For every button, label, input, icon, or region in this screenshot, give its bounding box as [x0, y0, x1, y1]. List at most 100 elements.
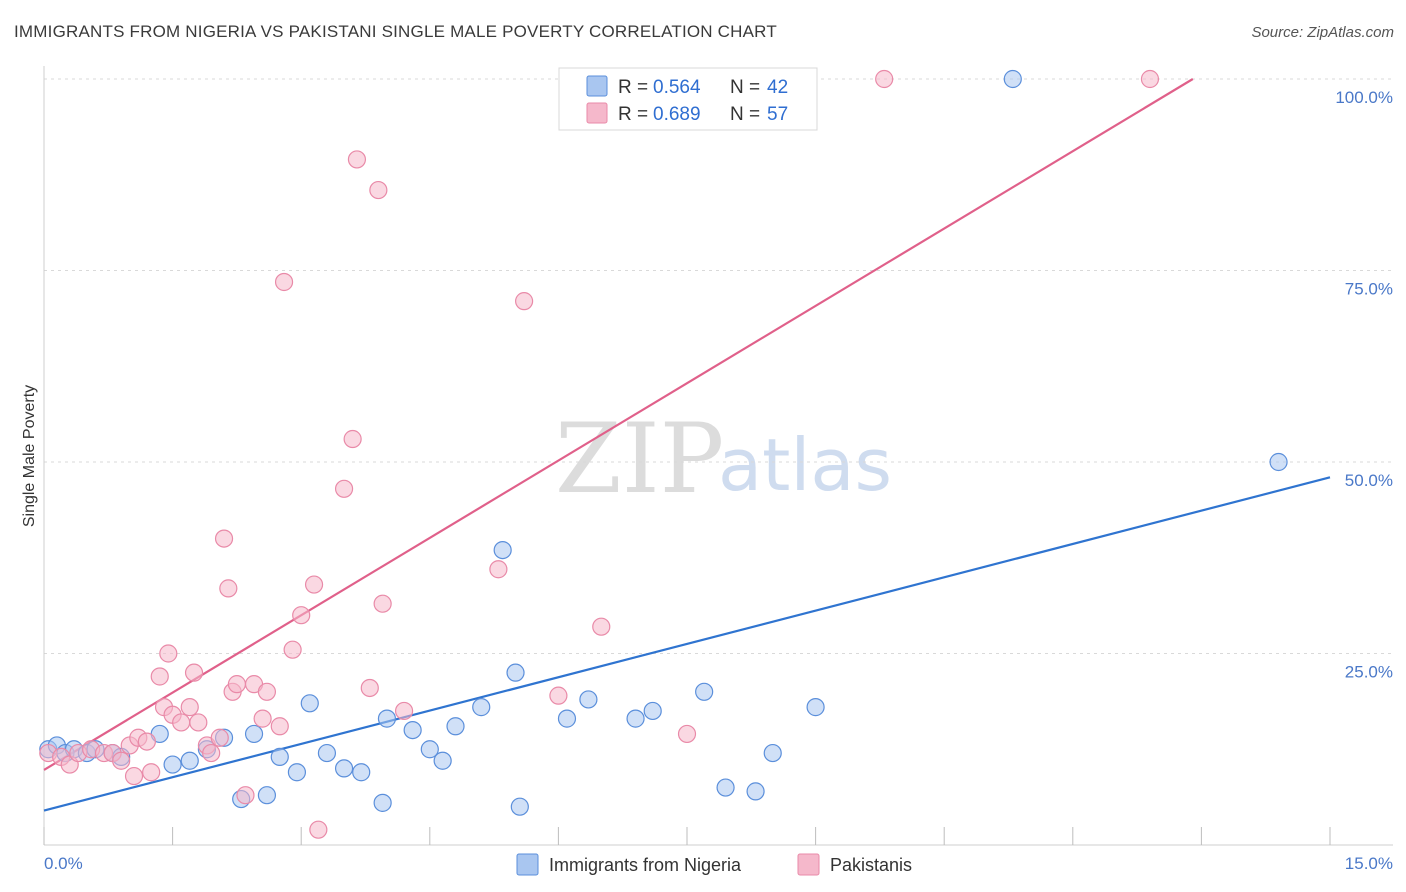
data-point-pink-12	[142, 763, 161, 782]
data-point-pink-17	[172, 713, 191, 732]
x-tick-label-max: 15.0%	[1345, 854, 1393, 873]
data-point-blue-19	[317, 743, 337, 763]
data-point-pink-24	[214, 529, 234, 548]
data-point-pink-13	[150, 667, 169, 686]
legend-box: R = 0.564 N = 42 R = 0.689 N = 57	[558, 67, 818, 131]
data-point-pink-34	[283, 640, 302, 659]
data-point-pink-18	[180, 698, 199, 717]
legend-n-label-pakistanis: N =	[730, 104, 760, 125]
data-point-blue-35	[643, 701, 662, 721]
bottom-legend-swatch-pakistanis	[797, 853, 820, 876]
data-point-pink-41	[360, 678, 379, 698]
data-point-blue-33	[579, 690, 598, 709]
bottom-legend: Immigrants from Nigeria Pakistanis	[516, 853, 912, 876]
data-point-pink-28	[236, 786, 255, 805]
data-point-pink-40	[347, 150, 367, 169]
y-tick-label: 25.0%	[1345, 663, 1393, 682]
bottom-legend-label-pakistanis: Pakistanis	[830, 855, 912, 875]
data-point-pink-32	[270, 717, 289, 736]
data-point-blue-37	[716, 778, 735, 797]
data-point-blue-17	[287, 763, 307, 782]
data-point-blue-10	[180, 751, 199, 770]
y-tick-label: 100.0%	[1335, 88, 1393, 107]
source-credit: Source: ZipAtlas.com	[1251, 24, 1394, 41]
data-point-pink-45	[489, 560, 508, 579]
data-point-blue-32	[557, 709, 577, 728]
data-point-blue-26	[433, 751, 452, 770]
legend-r-value-pakistanis: 0.689	[653, 104, 701, 125]
trend-line-pink	[43, 78, 1194, 771]
legend-n-value-pakistanis: 57	[767, 104, 788, 125]
data-point-blue-42	[1269, 452, 1288, 472]
data-point-blue-20	[334, 759, 354, 778]
gridlines	[44, 78, 1393, 654]
legend-r-label-nigeria: R =	[618, 77, 648, 98]
data-point-blue-21	[352, 763, 371, 782]
data-point-pink-48	[592, 617, 611, 636]
data-point-pink-23	[210, 728, 229, 747]
data-point-pink-42	[369, 180, 388, 200]
data-point-blue-27	[446, 717, 465, 736]
x-tick-label-min: 0.0%	[44, 854, 83, 873]
data-point-blue-38	[746, 782, 765, 801]
data-point-blue-15	[257, 786, 277, 805]
watermark: ZIP atlas	[555, 403, 892, 515]
data-point-blue-25	[420, 740, 439, 759]
data-point-blue-39	[763, 743, 782, 763]
y-axis-label: Single Male Poverty	[21, 385, 38, 527]
data-point-blue-24	[403, 720, 422, 740]
chart-title: IMMIGRANTS FROM NIGERIA VS PAKISTANI SIN…	[14, 22, 777, 41]
y-tick-labels: 25.0% 50.0% 75.0% 100.0%	[1335, 88, 1393, 682]
data-point-pink-15	[159, 644, 178, 663]
data-point-pink-38	[334, 479, 354, 498]
data-point-blue-34	[626, 709, 645, 728]
data-point-pink-31	[257, 682, 277, 701]
data-point-pink-27	[227, 675, 246, 694]
data-point-pink-36	[304, 575, 324, 594]
legend-n-label-nigeria: N =	[730, 77, 760, 98]
data-point-pink-47	[549, 686, 568, 705]
data-point-pink-9	[124, 766, 144, 786]
data-point-blue-22	[373, 793, 392, 812]
data-point-blue-28	[472, 698, 491, 717]
legend-swatch-nigeria	[586, 75, 608, 97]
watermark-atlas-text: atlas	[718, 423, 892, 507]
data-point-blue-41	[1003, 69, 1022, 89]
data-point-blue-14	[244, 724, 264, 744]
data-point-blue-36	[695, 682, 714, 701]
data-point-pink-46	[515, 292, 534, 311]
data-point-pink-35	[292, 606, 311, 625]
legend-swatch-pakistanis	[586, 102, 608, 124]
data-point-pink-43	[373, 594, 392, 613]
data-point-blue-29	[493, 540, 512, 560]
data-point-blue-23	[377, 709, 397, 728]
legend-n-value-nigeria: 42	[767, 77, 788, 98]
y-tick-label: 50.0%	[1345, 471, 1393, 490]
trend-line-blue	[43, 476, 1331, 812]
data-points	[39, 69, 1288, 839]
data-point-blue-18	[300, 694, 319, 713]
data-point-pink-50	[875, 69, 894, 89]
data-point-blue-9	[163, 755, 182, 774]
y-tick-label: 75.0%	[1345, 280, 1393, 299]
data-point-pink-22	[202, 743, 221, 763]
data-point-pink-25	[219, 579, 238, 598]
data-point-blue-40	[806, 698, 825, 717]
data-point-pink-51	[1140, 69, 1160, 89]
data-point-pink-30	[253, 709, 272, 728]
data-point-pink-49	[677, 724, 697, 744]
watermark-zip-text: ZIP	[555, 403, 724, 515]
data-point-pink-19	[184, 663, 204, 682]
legend-r-value-nigeria: 0.564	[653, 77, 701, 98]
bottom-legend-label-nigeria: Immigrants from Nigeria	[549, 855, 742, 875]
data-point-pink-7	[112, 751, 131, 770]
data-point-pink-11	[137, 732, 156, 751]
bottom-legend-swatch-nigeria	[516, 853, 539, 876]
data-point-pink-44	[394, 701, 414, 721]
x-tick-labels: 0.0% 15.0%	[44, 854, 1393, 873]
axes	[43, 66, 1393, 846]
data-point-pink-37	[309, 820, 328, 839]
data-point-blue-30	[506, 663, 525, 682]
data-point-blue-31	[510, 797, 529, 816]
